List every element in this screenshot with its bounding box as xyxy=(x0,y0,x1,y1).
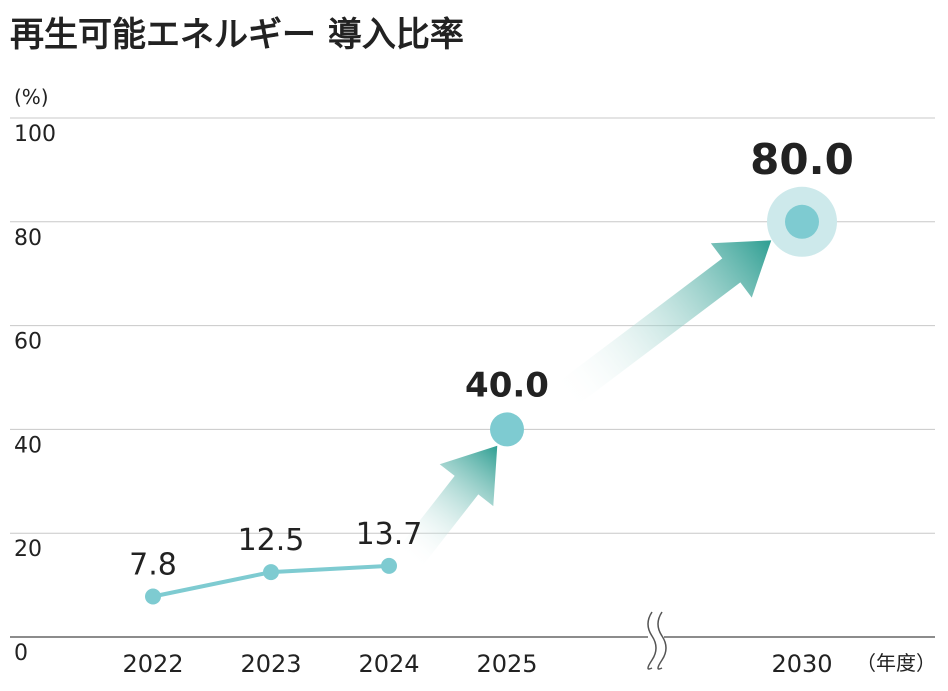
point xyxy=(263,564,279,581)
axis-break xyxy=(647,610,667,670)
line-segment xyxy=(152,570,272,599)
x-axis-label: （年度） xyxy=(856,651,936,675)
x-tick-label: 2025 xyxy=(476,650,537,678)
break-line xyxy=(647,611,657,670)
point xyxy=(145,588,161,605)
break-gap xyxy=(648,610,664,670)
x-tick-label: 2023 xyxy=(240,650,301,678)
point xyxy=(490,412,524,447)
x-tick-label: 2030 xyxy=(771,650,832,678)
arrow xyxy=(396,445,498,570)
value-label: 40.0 xyxy=(465,365,549,405)
arrow-shape xyxy=(396,445,498,570)
x-tick-label: 2024 xyxy=(358,650,419,678)
arrow-shape xyxy=(552,240,772,410)
y-axis-label: (%) xyxy=(14,85,49,109)
x-tick-label: 2022 xyxy=(122,650,183,678)
y-tick-label: 20 xyxy=(14,537,42,562)
break-line xyxy=(657,611,667,670)
y-tick-label: 60 xyxy=(14,330,42,355)
arrow xyxy=(552,240,772,410)
marks: 7.8 12.5 13.7 40.0 80.0 xyxy=(129,135,854,605)
line-segment xyxy=(270,563,390,575)
value-label: 12.5 xyxy=(238,523,305,558)
value-label: 80.0 xyxy=(750,135,854,184)
value-label: 7.8 xyxy=(129,548,177,583)
y-tick-label: 40 xyxy=(14,433,42,458)
value-label: 13.7 xyxy=(356,517,423,552)
grid: 0 20 40 60 80 100 2022 2023 2024 2025 2030 xyxy=(10,117,935,678)
point xyxy=(785,204,819,239)
chart-title: 再生可能エネルギー 導入比率 xyxy=(10,15,464,55)
y-tick-label: 0 xyxy=(14,641,28,666)
y-tick-label: 100 xyxy=(14,122,56,147)
y-tick-label: 80 xyxy=(14,226,42,251)
point xyxy=(381,557,397,574)
